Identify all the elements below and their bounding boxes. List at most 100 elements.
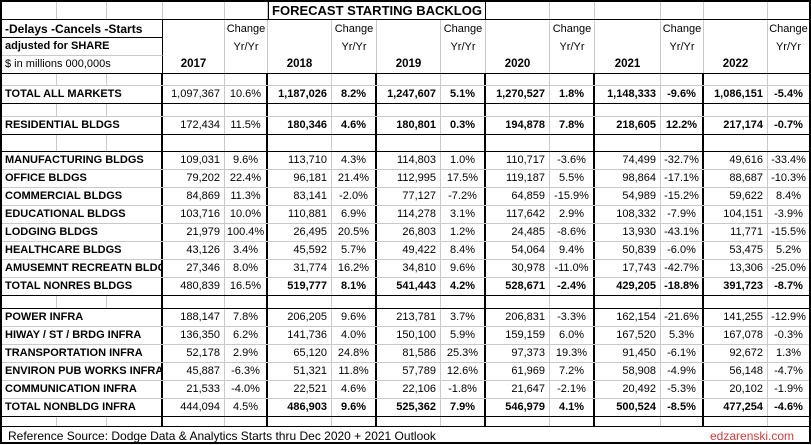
blank-cell (768, 2, 809, 19)
spacer-cell (595, 104, 661, 116)
cell-value: 45,592 (268, 242, 332, 259)
spacer-cell (377, 296, 441, 308)
cell-value: 92,672 (704, 345, 768, 362)
cell-change: 8.1% (332, 278, 377, 295)
row-label: HIWAY / ST / BRDG INFRA (2, 327, 163, 344)
year-header: 2021 (595, 56, 661, 73)
cell-value: 188,147 (163, 309, 225, 326)
data-row: TRANSPORTATION INFRA 52,178 2.9% 65,120 24.8… (2, 345, 809, 363)
cell-value: 444,094 (163, 399, 225, 416)
year-header: 2017 (163, 56, 225, 73)
spacer-row (2, 74, 809, 86)
spacer-cell (225, 417, 268, 426)
cell-value: 1,247,607 (377, 86, 441, 103)
data-row: TOTAL ALL MARKETS 1,097,367 10.6% 1,187,026… (2, 86, 809, 104)
cell-change: 9.4% (550, 242, 595, 259)
cell-value: 541,443 (377, 278, 441, 295)
blank-cell (268, 20, 332, 38)
cell-change: 6.9% (332, 206, 377, 223)
reference-source-text: Reference Source: Dodge Data & Analytics… (8, 429, 436, 443)
data-row: HEALTHCARE BLDGS 43,126 3.4% 45,592 5.7% 49,4… (2, 242, 809, 260)
cell-change: -0.7% (774, 119, 803, 131)
cell-change: -5.4% (774, 88, 803, 100)
yryr-header: Yr/Yr (441, 38, 486, 56)
cell-change: 4.6% (332, 117, 377, 134)
spacer-cell (704, 296, 768, 308)
row-label: POWER INFRA (2, 309, 163, 326)
yryr-header: Yr/Yr (661, 38, 704, 56)
spacer-cell (768, 417, 809, 426)
cell-value: 45,887 (163, 363, 225, 380)
row-label: COMMUNICATION INFRA (2, 381, 163, 398)
cell-value: 159,159 (486, 327, 550, 344)
spacer-cell (441, 135, 486, 151)
cell-value: 21,979 (163, 224, 225, 241)
blank-cell (486, 2, 550, 19)
cell-value: 11,771 (704, 224, 768, 241)
cell-change: 100.4% (225, 224, 268, 241)
blank-cell (661, 2, 704, 19)
blank-cell (595, 38, 661, 56)
cell-value: 141,255 (704, 309, 768, 326)
cell-value: 77,127 (377, 188, 441, 205)
cell-value: 519,777 (268, 278, 332, 295)
blank-cell (163, 20, 225, 38)
spacer-cell (268, 104, 332, 116)
cell-change: 12.2% (661, 117, 704, 134)
cell-value: 180,346 (268, 117, 332, 134)
cell-change: -6.0% (661, 242, 704, 259)
spacer-row (2, 135, 809, 152)
cell-change: 21.4% (332, 170, 377, 187)
cell-value: 65,120 (268, 345, 332, 362)
cell-value: 57,789 (377, 363, 441, 380)
spacer-cell (2, 135, 163, 151)
header-row-years: $ in millions 000,000s 2017 2018 2019 2020 20… (2, 56, 809, 74)
cell-change: -3.3% (550, 309, 595, 326)
row-label: HEALTHCARE BLDGS (2, 242, 163, 259)
blank-cell (661, 56, 704, 73)
spacer-cell (268, 135, 332, 151)
change-header: Change (550, 20, 595, 38)
header-row-yryr: adjusted for SHARE Yr/Yr Yr/Yr Yr/Yr Yr/Yr Yr… (2, 38, 809, 56)
header-units-label: $ in millions 000,000s (2, 56, 163, 73)
cell-value: 500,524 (595, 399, 661, 416)
spacer-cell (441, 417, 486, 426)
cell-change: -15.5% (771, 226, 806, 238)
spacer-cell (550, 296, 595, 308)
spacer-cell (332, 104, 377, 116)
cell-change: -3.9% (774, 208, 803, 220)
cell-value: 49,422 (377, 242, 441, 259)
cell-value: 1,187,026 (268, 86, 332, 103)
cell-value: 97,373 (486, 345, 550, 362)
cell-change: -8.5% (661, 399, 704, 416)
cell-change: -12.9% (771, 311, 806, 323)
data-row: OFFICE BLDGS 79,202 22.4% 96,181 21.4% 112,99… (2, 170, 809, 188)
cell-change: -6.1% (661, 345, 704, 362)
spacer-cell (225, 104, 268, 116)
cell-value: 59,622 (704, 188, 768, 205)
spacer-cell (595, 74, 661, 85)
cell-change: -15.2% (661, 188, 704, 205)
cell-change: 5.1% (441, 86, 486, 103)
spacer-cell (661, 104, 704, 116)
cell-change: -8.7% (774, 280, 803, 292)
cell-change: -7.9% (661, 206, 704, 223)
cell-value: 24,485 (486, 224, 550, 241)
spacer-cell (332, 74, 377, 85)
cell-value: 429,205 (595, 278, 661, 295)
spacer-cell (486, 135, 550, 151)
cell-change: 5.9% (441, 327, 486, 344)
site-link[interactable]: edzarenski.com (710, 429, 795, 443)
cell-value: 213,781 (377, 309, 441, 326)
data-row: HIWAY / ST / BRDG INFRA 136,350 6.2% 141,73… (2, 327, 809, 345)
title-row: FORECAST STARTING BACKLOG (2, 2, 809, 20)
row-label: EDUCATIONAL BLDGS (2, 206, 163, 223)
blank-cell (225, 2, 268, 19)
year-header: 2022 (704, 56, 768, 73)
cell-change: 22.4% (225, 170, 268, 187)
cell-value: 194,878 (486, 117, 550, 134)
cell-change: 7.9% (441, 399, 486, 416)
blank-cell (550, 56, 595, 73)
cell-change: -4.7% (774, 365, 803, 377)
